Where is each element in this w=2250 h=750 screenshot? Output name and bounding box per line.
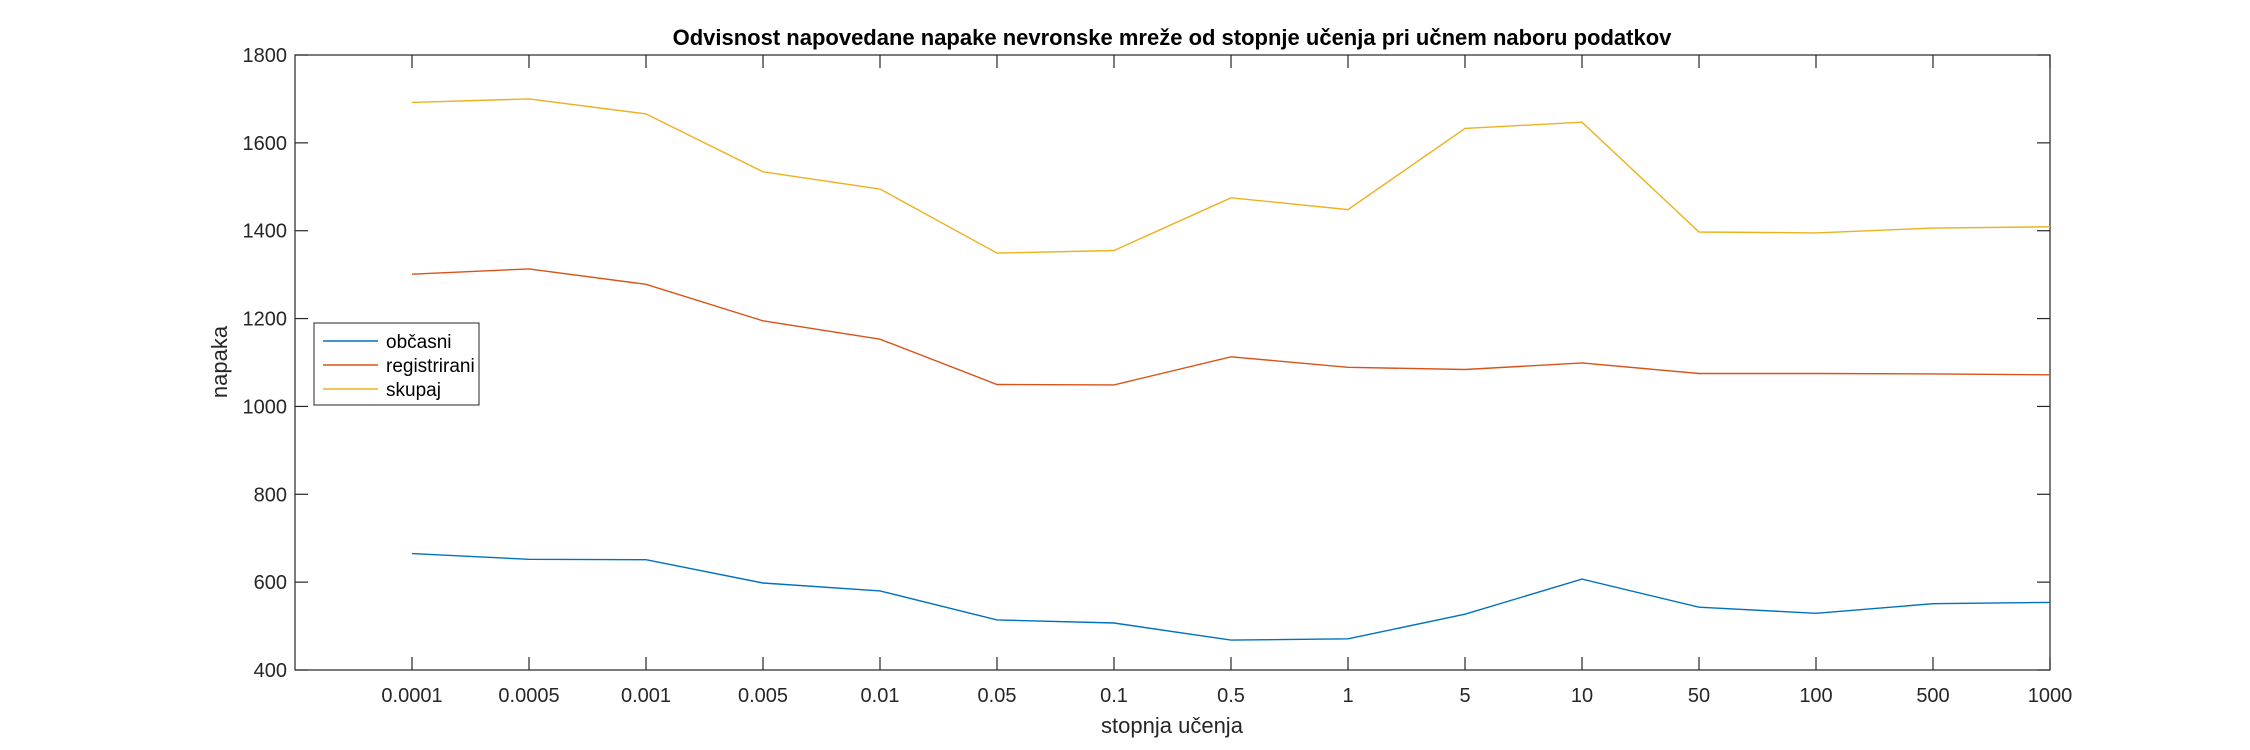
x-tick-label: 1 [1342,685,1353,707]
legend-label: občasni [386,332,452,353]
legend-label: skupaj [386,380,441,401]
x-tick-label: 0.1 [1100,685,1128,707]
y-tick-label: 600 [254,572,287,594]
legend-label: registrirani [386,356,475,377]
series-line-2 [411,268,2051,386]
legend: občasni registrirani skupaj [313,322,480,406]
x-tick-label: 0.0001 [381,685,442,707]
x-axis: 0.0001 0.0005 0.001 0.005 0.01 0.05 0.1 0.5 1 5 10… [381,55,2072,707]
series-line-3 [411,98,2051,254]
y-tick-label: 1600 [243,133,288,155]
x-tick-label: 50 [1688,685,1710,707]
x-tick-label: 100 [1799,685,1832,707]
x-tick-label: 0.01 [861,685,900,707]
x-tick-label: 0.005 [738,685,788,707]
series-lines [411,98,2051,641]
plot-area [294,54,2051,671]
x-axis-label: stopnja učenja [1101,713,1244,738]
x-tick-label: 0.5 [1217,685,1245,707]
x-tick-label: 0.0005 [498,685,559,707]
series-line-1 [411,552,2051,641]
chart-title: Odvisnost napovedane napake nevronske mr… [673,25,1673,50]
y-tick-label: 1200 [243,309,288,331]
y-axis: 400 600 800 1000 1200 1400 1600 1800 [243,45,2050,682]
y-tick-label: 800 [254,484,287,506]
x-tick-label: 0.05 [978,685,1017,707]
x-tick-label: 10 [1571,685,1593,707]
x-tick-label: 5 [1459,685,1470,707]
y-tick-label: 1400 [243,221,288,243]
plot-frame [294,54,2051,671]
y-axis-label: napaka [207,325,232,398]
x-tick-label: 500 [1916,685,1949,707]
legend-box [313,322,480,406]
y-tick-label: 1000 [243,396,288,418]
x-tick-label: 0.001 [621,685,671,707]
y-tick-label: 1800 [243,45,288,67]
y-tick-label: 400 [254,660,287,682]
x-tick-label: 1000 [2028,685,2073,707]
